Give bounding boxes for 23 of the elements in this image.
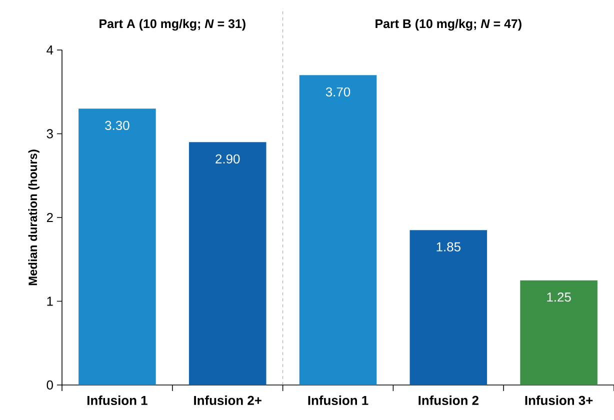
data-label: 2.90 (216, 154, 240, 164)
bar (299, 75, 377, 385)
bar (78, 108, 156, 385)
y-axis-title: Median duration (hours) (28, 150, 40, 286)
x-tick-label: Infusion 1 (87, 396, 148, 406)
x-tick-label: Infusion 2 (418, 396, 478, 406)
bar (188, 142, 266, 385)
x-tick-label: Infusion 1 (308, 396, 368, 406)
data-label: 3.70 (326, 87, 350, 96)
bar (520, 280, 598, 385)
data-label: 1.85 (436, 242, 460, 252)
x-tick-label: Infusion 2+ (194, 396, 262, 406)
data-label: 1.25 (547, 292, 571, 302)
x-tick-label: Infusion 3+ (525, 396, 593, 406)
y-tick-label: 1 (47, 296, 53, 306)
data-label: 3.30 (105, 120, 130, 130)
y-tick-label: 2 (46, 212, 53, 222)
y-tick-label: 0 (46, 380, 53, 390)
text: Part B (10 mg/kg; N = 47) (376, 18, 522, 31)
text: Part A (10 mg/kg; N = 31) (100, 18, 246, 31)
y-tick-label: 4 (46, 46, 54, 54)
y-tick-label: 3 (46, 129, 53, 138)
bar (410, 230, 488, 385)
